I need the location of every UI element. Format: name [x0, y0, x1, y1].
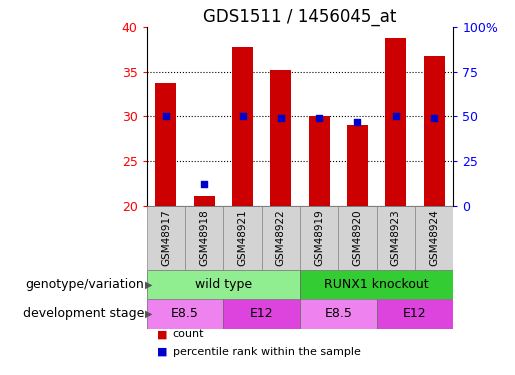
Bar — [232, 47, 253, 206]
Bar — [385, 39, 406, 206]
Text: GSM48919: GSM48919 — [314, 210, 324, 266]
Text: E8.5: E8.5 — [324, 308, 352, 321]
Text: GSM48921: GSM48921 — [237, 210, 248, 266]
Point — [238, 113, 247, 119]
Text: E8.5: E8.5 — [171, 308, 199, 321]
Point — [315, 115, 323, 121]
Text: GSM48918: GSM48918 — [199, 210, 209, 266]
Text: GSM48923: GSM48923 — [391, 210, 401, 266]
Text: E12: E12 — [403, 308, 427, 321]
Bar — [224, 299, 300, 328]
Point — [353, 119, 362, 125]
Text: ▶: ▶ — [145, 280, 153, 290]
Title: GDS1511 / 1456045_at: GDS1511 / 1456045_at — [203, 8, 397, 26]
Point — [200, 182, 209, 188]
Bar — [415, 206, 453, 270]
Text: GSM48922: GSM48922 — [276, 210, 286, 266]
Bar — [300, 206, 338, 270]
Bar — [147, 299, 224, 328]
Bar — [300, 270, 453, 299]
Bar — [376, 206, 415, 270]
Bar — [185, 206, 224, 270]
Point — [391, 113, 400, 119]
Bar — [308, 116, 330, 206]
Text: RUNX1 knockout: RUNX1 knockout — [324, 278, 429, 291]
Text: GSM48924: GSM48924 — [429, 210, 439, 266]
Bar — [376, 299, 453, 328]
Text: E12: E12 — [250, 308, 273, 321]
Point — [430, 115, 438, 121]
Bar — [338, 206, 376, 270]
Point — [162, 113, 170, 119]
Text: wild type: wild type — [195, 278, 252, 291]
Bar — [156, 83, 177, 206]
Bar — [347, 125, 368, 206]
Text: percentile rank within the sample: percentile rank within the sample — [173, 347, 360, 357]
Bar — [147, 206, 185, 270]
Text: development stage: development stage — [23, 308, 144, 321]
Point — [277, 115, 285, 121]
Bar — [270, 70, 291, 206]
Text: count: count — [173, 329, 204, 339]
Text: ■: ■ — [157, 329, 167, 339]
Text: genotype/variation: genotype/variation — [25, 278, 144, 291]
Bar — [262, 206, 300, 270]
Bar — [194, 196, 215, 206]
Text: GSM48917: GSM48917 — [161, 210, 171, 266]
Text: ■: ■ — [157, 347, 167, 357]
Bar — [224, 206, 262, 270]
Bar — [147, 270, 300, 299]
Text: ▶: ▶ — [145, 309, 153, 319]
Text: GSM48920: GSM48920 — [352, 210, 363, 266]
Bar — [423, 56, 444, 206]
Bar — [300, 299, 376, 328]
